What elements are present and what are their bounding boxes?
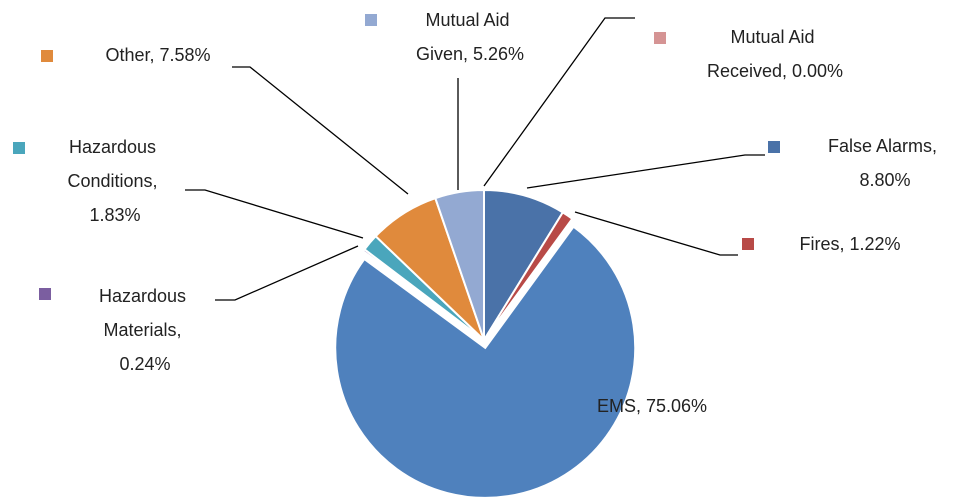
data-label: Hazardous Materials, 0.24% xyxy=(99,286,191,374)
data-label: False Alarms, 8.80% xyxy=(828,136,942,190)
data-label: Hazardous Conditions, 1.83% xyxy=(67,137,162,225)
data-label: EMS, 75.06% xyxy=(597,396,707,416)
label-line: Mutual Aid xyxy=(425,10,514,30)
data-label: Mutual Aid Given, 5.26% xyxy=(416,10,524,64)
legend-marker xyxy=(39,288,51,300)
data-label: Other, 7.58% xyxy=(105,45,210,65)
label-line: Hazardous xyxy=(99,286,191,306)
slice xyxy=(483,188,565,344)
leader-line xyxy=(574,211,738,256)
label-line: Mutual Aid xyxy=(730,27,819,47)
legend-marker xyxy=(742,238,754,250)
leader-line xyxy=(185,189,364,239)
leader-line xyxy=(526,154,765,189)
label-line: EMS, 75.06% xyxy=(597,396,707,416)
leader-line xyxy=(215,245,359,301)
legend-marker xyxy=(13,142,25,154)
label-line: 1.83% xyxy=(89,205,140,225)
label-line: Hazardous xyxy=(69,137,161,157)
label-line: Conditions, xyxy=(67,171,162,191)
legend-marker xyxy=(654,32,666,44)
leader-line xyxy=(483,17,635,187)
label-line: Other, 7.58% xyxy=(105,45,210,65)
leader-line xyxy=(232,66,409,195)
label-line: Materials, xyxy=(103,320,186,340)
slice xyxy=(334,225,637,499)
label-line: Received, 0.00% xyxy=(707,61,843,81)
legend-marker xyxy=(365,14,377,26)
label-line: 0.24% xyxy=(119,354,170,374)
label-line: 8.80% xyxy=(859,170,910,190)
label-line: False Alarms, xyxy=(828,136,942,156)
label-line: Fires, 1.22% xyxy=(799,234,900,254)
label-line: Given, 5.26% xyxy=(416,44,524,64)
leader-lines xyxy=(185,17,765,301)
legend-marker xyxy=(768,141,780,153)
legend-marker xyxy=(41,50,53,62)
slice xyxy=(434,188,485,341)
data-label: Mutual Aid Received, 0.00% xyxy=(707,27,843,81)
slices xyxy=(334,188,637,499)
data-label: Fires, 1.22% xyxy=(799,234,900,254)
slice xyxy=(483,210,574,341)
